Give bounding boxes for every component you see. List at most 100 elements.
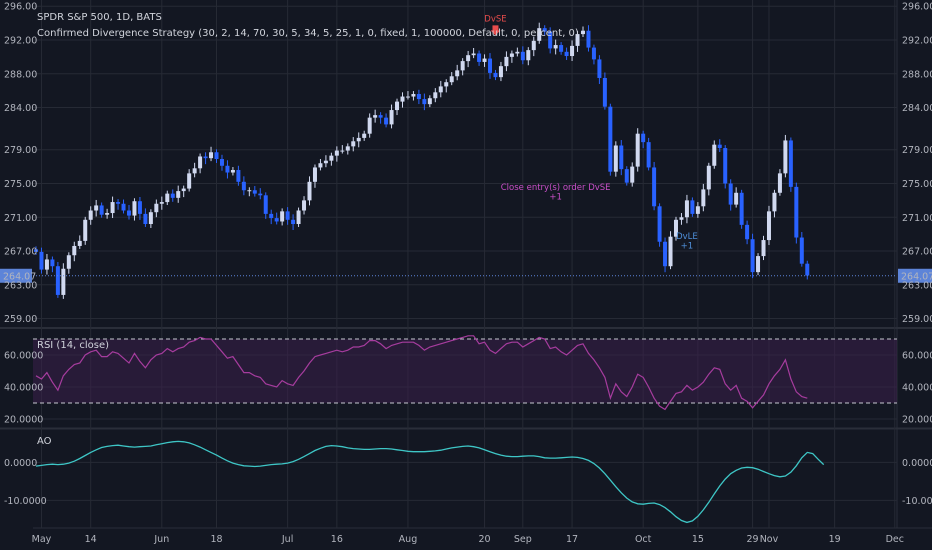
candle-body (526, 50, 531, 61)
candle-body (498, 66, 503, 78)
candle-body (50, 259, 55, 267)
candle-body (389, 110, 394, 125)
candle-body (105, 213, 110, 215)
price-tick-left: 275.00 (4, 179, 37, 190)
candle-body (575, 34, 580, 46)
candle-body (548, 31, 553, 49)
candle-body (192, 168, 197, 174)
candle-body (77, 240, 82, 246)
ao-tick-left: -10.0000 (4, 496, 47, 507)
annotation-entry: +1 (681, 241, 694, 251)
candle-body (788, 140, 793, 187)
candle-body (219, 159, 224, 166)
candle-body (701, 189, 706, 207)
candle-body (132, 201, 137, 216)
candle-body (241, 181, 246, 191)
candle-body (121, 203, 126, 211)
candle-body (531, 40, 536, 51)
candle-body (395, 101, 400, 111)
x-tick-label: Oct (635, 534, 652, 545)
candle-body (422, 99, 427, 105)
x-tick-label: Nov (760, 534, 779, 545)
candle-body (209, 152, 214, 159)
price-tick-right: 292.00 (902, 35, 932, 46)
candle-body (564, 51, 569, 57)
candle-body (684, 200, 689, 218)
candle-body (94, 205, 99, 211)
price-tick-right: 288.00 (902, 69, 932, 80)
candle-body (488, 58, 493, 73)
price-tick-left: 263.00 (4, 280, 37, 291)
price-tick-right: 284.00 (902, 103, 932, 114)
candle-body (646, 142, 651, 168)
candle-body (542, 28, 547, 32)
candle-body (438, 86, 443, 93)
candle-body (165, 193, 170, 203)
candle-body (449, 76, 454, 83)
price-tick-left: 279.00 (4, 145, 37, 156)
candle-body (805, 263, 810, 276)
candle-body (586, 30, 591, 48)
candle-body (750, 239, 755, 273)
candle-body (367, 117, 372, 134)
candle-body (334, 150, 339, 156)
candle-body (745, 224, 750, 240)
price-tick-right: 296.00 (902, 2, 932, 13)
candle-body (663, 241, 668, 267)
candle-body (471, 53, 476, 56)
x-tick-label: Jul (281, 534, 293, 545)
candle-body (635, 133, 640, 167)
rsi-tick-right: 60.0000 (902, 351, 932, 362)
candle-body (181, 188, 186, 192)
candle-body (553, 45, 558, 49)
candle-body (460, 61, 465, 71)
candle-body (695, 206, 700, 214)
rsi-pane (33, 335, 897, 411)
price-tick-right: 279.00 (902, 145, 932, 156)
price-pane: 264.07 264.07 DvSE Close entry(s) order DvS… (0, 14, 932, 299)
candle-body (652, 167, 657, 207)
candle-body (378, 115, 383, 118)
candle-body (657, 206, 662, 242)
candle-body (537, 28, 542, 41)
ao-line (35, 440, 825, 524)
candle-body (307, 181, 312, 201)
candle-body (679, 217, 684, 220)
candle-body (504, 56, 509, 67)
candle-body (116, 202, 121, 204)
candle-body (717, 144, 722, 149)
candle-body (88, 210, 93, 220)
rsi-line (35, 335, 808, 411)
last-price-label-right: 264.07 (901, 271, 932, 282)
candle-body (323, 160, 328, 164)
candle-body (444, 82, 449, 87)
candle-body (630, 166, 635, 183)
candle-body (728, 183, 733, 205)
candle-body (373, 115, 378, 118)
candle-body (777, 173, 782, 193)
rsi-tick-left: 60.0000 (4, 351, 43, 362)
axes: 296.00 296.00 292.00 292.00 288.00 288.00 284.… (4, 2, 932, 545)
rsi-title: RSI (14, close) (37, 340, 109, 351)
candle-body (61, 268, 66, 295)
candle-body (44, 259, 49, 270)
price-tick-right: 259.00 (902, 314, 932, 325)
candle-body (466, 55, 471, 62)
candle-body (493, 72, 498, 78)
candle-body (799, 237, 804, 264)
candle-body (143, 213, 148, 225)
candle-body (291, 219, 296, 225)
candle-body (159, 202, 164, 204)
candle-body (559, 45, 564, 52)
candle-body (756, 256, 761, 273)
candle-body (405, 96, 410, 98)
ao-pane (35, 440, 825, 524)
candle-body (400, 96, 405, 102)
chart-subtitle: Confirmed Divergence Strategy (30, 2, 14… (37, 28, 579, 39)
candle-body (411, 94, 416, 97)
candle-body (263, 195, 268, 214)
candle-body (99, 205, 104, 215)
x-tick-label: Sep (514, 534, 532, 545)
candle-body (318, 163, 323, 168)
x-tick-label: 29 (747, 534, 759, 545)
